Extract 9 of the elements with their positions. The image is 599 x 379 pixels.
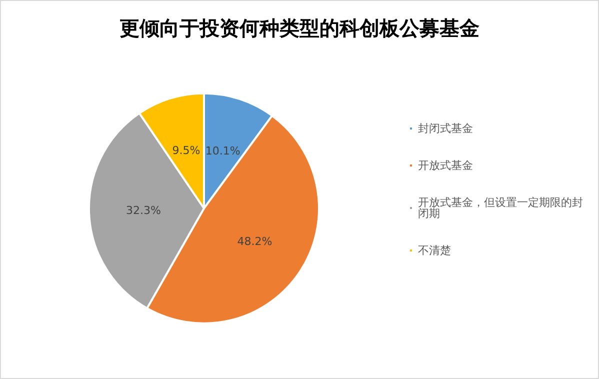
data-label: 48.2% (237, 234, 272, 248)
data-label: 10.1% (205, 144, 240, 158)
legend-label: 开放式基金 (418, 159, 473, 172)
chart-title: 更倾向于投资何种类型的科创板公募基金 (120, 16, 480, 40)
data-label: 32.3% (126, 204, 162, 218)
legend-label: 不清楚 (418, 244, 451, 257)
legend-label: 封闭式基金 (418, 122, 473, 135)
data-label: 9.5% (172, 144, 200, 158)
legend-label: 开放式基金，但设置一定期限的封闭期 (418, 196, 583, 220)
